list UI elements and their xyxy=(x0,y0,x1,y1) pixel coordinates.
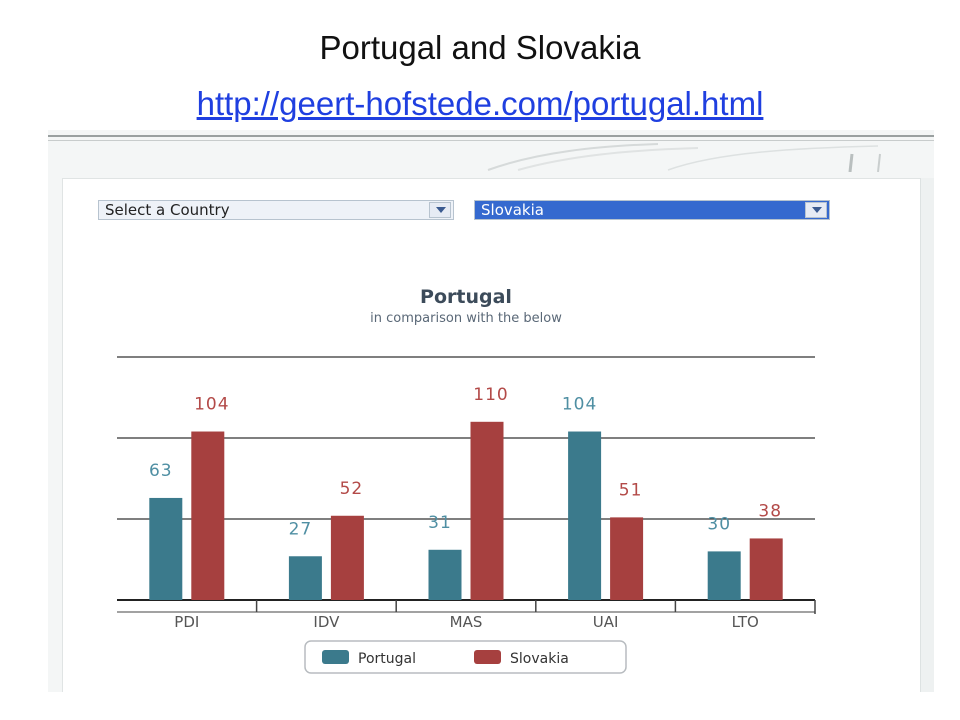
data-label-portugal-mas: 31 xyxy=(428,513,452,533)
header-swoosh-decoration xyxy=(487,143,881,172)
x-tick-label: UAI xyxy=(593,613,619,631)
data-label-portugal-pdi: 63 xyxy=(149,461,173,481)
chart-subtitle: in comparison with the below xyxy=(370,311,562,326)
bar-portugal-mas xyxy=(428,549,462,600)
bar-portugal-uai xyxy=(568,431,602,600)
chevron-down-icon[interactable] xyxy=(429,202,451,218)
legend-label-portugal: Portugal xyxy=(358,651,416,667)
data-label-slovakia-pdi: 104 xyxy=(194,395,229,415)
grid-lines xyxy=(117,356,815,601)
header-rule xyxy=(48,135,934,137)
legend-box xyxy=(304,640,627,674)
legend: Portugal Slovakia xyxy=(304,640,627,674)
data-label-slovakia-lto: 38 xyxy=(758,501,782,521)
country-select-left-value: Select a Country xyxy=(105,201,230,219)
data-label-portugal-idv: 27 xyxy=(289,519,313,539)
x-tick-label: IDV xyxy=(313,613,340,631)
data-label-slovakia-idv: 52 xyxy=(340,479,364,499)
data-label-portugal-uai: 104 xyxy=(562,395,597,415)
x-tick-label: MAS xyxy=(450,613,483,631)
bars xyxy=(149,421,783,600)
slide-title: Portugal and Slovakia xyxy=(319,29,641,66)
chart-title: Portugal xyxy=(420,286,512,308)
panel-side xyxy=(920,178,934,692)
bar-slovakia-idv xyxy=(330,515,364,600)
bar-portugal-idv xyxy=(288,556,322,600)
bar-portugal-pdi xyxy=(149,497,183,600)
chevron-down-icon[interactable] xyxy=(805,202,827,218)
bar-slovakia-pdi xyxy=(191,431,225,600)
x-axis: PDI IDV MAS UAI LTO xyxy=(117,600,816,631)
source-link[interactable]: http://geert-hofstede.com/portugal.html xyxy=(196,85,764,122)
header-rule-thin xyxy=(48,140,934,141)
data-label-portugal-lto: 30 xyxy=(707,514,731,534)
x-tick-label: LTO xyxy=(732,613,759,631)
data-label-slovakia-mas: 110 xyxy=(473,385,508,405)
legend-swatch-slovakia xyxy=(474,650,501,664)
country-select-right[interactable]: Slovakia xyxy=(474,200,830,220)
country-select-left[interactable]: Select a Country xyxy=(98,200,454,220)
data-labels: 63 104 27 52 31 110 104 51 30 38 xyxy=(149,385,782,539)
data-label-slovakia-uai: 51 xyxy=(619,480,643,500)
bar-portugal-lto xyxy=(707,551,741,600)
slide-link-wrapper: http://geert-hofstede.com/portugal.html xyxy=(0,84,960,124)
x-tick-label: PDI xyxy=(174,613,199,631)
bar-slovakia-uai xyxy=(610,517,644,600)
country-select-right-value: Slovakia xyxy=(481,201,544,219)
legend-label-slovakia: Slovakia xyxy=(510,651,569,667)
legend-swatch-portugal xyxy=(322,650,349,664)
bar-slovakia-lto xyxy=(749,538,783,600)
bar-slovakia-mas xyxy=(470,421,504,600)
